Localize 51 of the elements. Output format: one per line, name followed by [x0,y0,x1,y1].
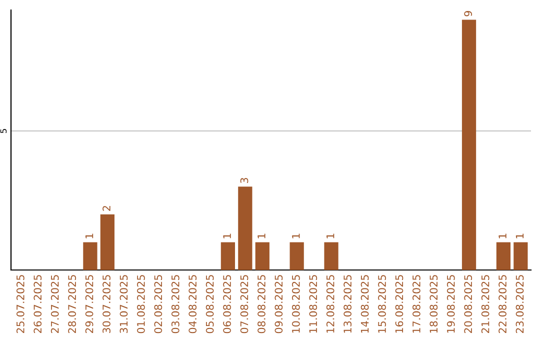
x-tick-label: 22.08.2025 [498,275,506,334]
x-tick-label: 25.07.2025 [16,275,24,334]
bar [238,186,252,270]
data-label: 1 [516,234,524,238]
x-tick-label: 29.07.2025 [85,275,94,334]
bar [290,242,304,270]
x-tick-label: 17.08.2025 [412,275,420,333]
x-tick-label: 21.08.2025 [481,275,490,334]
x-tick-label: 12.08.2025 [326,275,334,333]
bar [83,242,98,270]
x-tick-label: 16.08.2025 [395,275,404,333]
bar [496,242,511,270]
data-label: 1 [292,234,300,238]
data-label: 1 [498,234,506,238]
x-tick-label: 10.08.2025 [292,275,300,333]
x-tick-label: 30.07.2025 [102,275,110,334]
data-label: 1 [326,234,334,238]
x-tick-label: 26.07.2025 [34,275,42,334]
data-label: 2 [102,206,110,211]
x-tick-label: 08.08.2025 [258,275,266,334]
bar [462,20,476,270]
x-tick-label: 20.08.2025 [464,275,472,334]
x-tick-label: 07.08.2025 [240,275,248,334]
x-tick-label: 18.08.2025 [430,275,438,333]
x-tick-label: 27.07.2025 [50,275,59,334]
data-label: 1 [258,234,266,238]
y-tick-label: 5 [0,129,7,133]
bar [514,242,528,270]
x-tick-label: 01.08.2025 [137,275,145,334]
data-label: 9 [464,11,472,16]
data-label: 3 [240,178,248,184]
x-tick-label: 28.07.2025 [68,275,76,334]
x-tick-label: 31.07.2025 [120,275,128,334]
bar [220,242,236,270]
x-tick-label: 03.08.2025 [171,275,180,334]
x-tick-label: 09.08.2025 [274,275,283,334]
bar [324,242,338,270]
bar [100,214,114,270]
x-tick-label: 02.08.2025 [154,275,162,334]
x-tick-label: 11.08.2025 [309,275,318,333]
x-tick-label: 13.08.2025 [344,275,352,333]
x-tick-label: 05.08.2025 [206,275,214,334]
data-label: 1 [223,234,231,238]
x-tick-label: 04.08.2025 [188,275,197,334]
x-tick-label: 15.08.2025 [378,275,386,333]
x-tick-label: 14.08.2025 [360,275,369,333]
x-tick-label: 06.08.2025 [223,275,231,334]
x-tick-label: 23.08.2025 [516,275,524,334]
x-tick-label: 19.08.2025 [446,275,455,333]
data-label: 1 [85,234,94,238]
bar [255,242,270,270]
